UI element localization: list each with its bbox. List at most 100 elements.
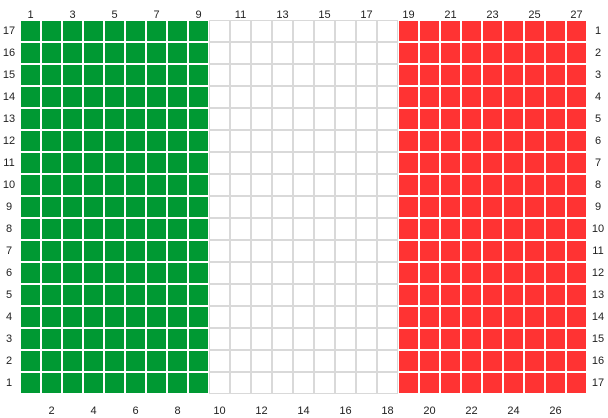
grid-cell[interactable]	[230, 306, 251, 328]
grid-cell[interactable]	[524, 196, 545, 218]
grid-cell[interactable]	[209, 196, 230, 218]
grid-cell[interactable]	[146, 20, 167, 42]
grid-cell[interactable]	[104, 328, 125, 350]
grid-cell[interactable]	[62, 152, 83, 174]
grid-cell[interactable]	[230, 240, 251, 262]
grid-cell[interactable]	[419, 218, 440, 240]
grid-cell[interactable]	[20, 130, 41, 152]
grid-cell[interactable]	[146, 240, 167, 262]
grid-cell[interactable]	[104, 262, 125, 284]
grid-cell[interactable]	[314, 86, 335, 108]
grid-cell[interactable]	[293, 130, 314, 152]
grid-cell[interactable]	[419, 284, 440, 306]
grid-cell[interactable]	[440, 262, 461, 284]
grid-cell[interactable]	[356, 372, 377, 394]
grid-cell[interactable]	[461, 152, 482, 174]
grid-cell[interactable]	[230, 64, 251, 86]
grid-cell[interactable]	[272, 108, 293, 130]
grid-cell[interactable]	[125, 306, 146, 328]
grid-cell[interactable]	[188, 328, 209, 350]
grid-cell[interactable]	[524, 20, 545, 42]
grid-cell[interactable]	[272, 218, 293, 240]
grid-cell[interactable]	[293, 108, 314, 130]
grid-cell[interactable]	[167, 218, 188, 240]
grid-cell[interactable]	[146, 196, 167, 218]
grid-cell[interactable]	[503, 328, 524, 350]
grid-cell[interactable]	[461, 86, 482, 108]
grid-cell[interactable]	[398, 152, 419, 174]
grid-cell[interactable]	[440, 306, 461, 328]
grid-cell[interactable]	[440, 372, 461, 394]
grid-cell[interactable]	[125, 350, 146, 372]
grid-cell[interactable]	[440, 218, 461, 240]
grid-cell[interactable]	[251, 152, 272, 174]
grid-cell[interactable]	[461, 218, 482, 240]
grid-cell[interactable]	[398, 42, 419, 64]
grid-cell[interactable]	[440, 20, 461, 42]
grid-cell[interactable]	[461, 284, 482, 306]
grid-cell[interactable]	[566, 20, 587, 42]
grid-cell[interactable]	[83, 284, 104, 306]
grid-cell[interactable]	[398, 218, 419, 240]
grid-cell[interactable]	[188, 130, 209, 152]
grid-cell[interactable]	[125, 20, 146, 42]
grid-cell[interactable]	[272, 20, 293, 42]
grid-cell[interactable]	[377, 174, 398, 196]
grid-cell[interactable]	[461, 20, 482, 42]
grid-cell[interactable]	[419, 174, 440, 196]
grid-cell[interactable]	[440, 196, 461, 218]
grid-cell[interactable]	[524, 350, 545, 372]
grid-cell[interactable]	[419, 20, 440, 42]
grid-cell[interactable]	[251, 350, 272, 372]
grid-cell[interactable]	[209, 218, 230, 240]
grid-cell[interactable]	[314, 372, 335, 394]
grid-cell[interactable]	[41, 42, 62, 64]
grid-cell[interactable]	[146, 86, 167, 108]
grid-cell[interactable]	[230, 196, 251, 218]
grid-cell[interactable]	[356, 196, 377, 218]
grid-cell[interactable]	[356, 218, 377, 240]
grid-cell[interactable]	[41, 328, 62, 350]
grid-cell[interactable]	[545, 86, 566, 108]
grid-cell[interactable]	[356, 64, 377, 86]
grid-cell[interactable]	[125, 64, 146, 86]
grid-cell[interactable]	[524, 306, 545, 328]
grid-cell[interactable]	[41, 240, 62, 262]
grid-cell[interactable]	[356, 20, 377, 42]
grid-cell[interactable]	[146, 284, 167, 306]
grid-cell[interactable]	[272, 240, 293, 262]
grid-cell[interactable]	[293, 328, 314, 350]
grid-cell[interactable]	[167, 240, 188, 262]
grid-cell[interactable]	[62, 262, 83, 284]
grid-cell[interactable]	[335, 152, 356, 174]
grid-cell[interactable]	[20, 196, 41, 218]
grid-cell[interactable]	[20, 108, 41, 130]
grid-cell[interactable]	[545, 108, 566, 130]
grid-cell[interactable]	[440, 64, 461, 86]
grid-cell[interactable]	[377, 306, 398, 328]
grid-cell[interactable]	[335, 218, 356, 240]
grid-cell[interactable]	[545, 130, 566, 152]
grid-cell[interactable]	[104, 372, 125, 394]
grid-cell[interactable]	[209, 152, 230, 174]
grid-cell[interactable]	[356, 130, 377, 152]
grid-cell[interactable]	[188, 152, 209, 174]
grid-cell[interactable]	[83, 372, 104, 394]
grid-cell[interactable]	[314, 350, 335, 372]
grid-cell[interactable]	[503, 152, 524, 174]
grid-cell[interactable]	[167, 262, 188, 284]
grid-cell[interactable]	[20, 350, 41, 372]
grid-cell[interactable]	[419, 372, 440, 394]
grid-cell[interactable]	[377, 350, 398, 372]
grid-cell[interactable]	[461, 372, 482, 394]
grid-cell[interactable]	[398, 240, 419, 262]
grid-cell[interactable]	[104, 42, 125, 64]
grid-cell[interactable]	[62, 86, 83, 108]
grid-cell[interactable]	[62, 240, 83, 262]
grid-cell[interactable]	[272, 130, 293, 152]
grid-cell[interactable]	[524, 174, 545, 196]
grid-cell[interactable]	[230, 284, 251, 306]
grid-cell[interactable]	[167, 130, 188, 152]
grid-cell[interactable]	[251, 108, 272, 130]
grid-cell[interactable]	[20, 372, 41, 394]
